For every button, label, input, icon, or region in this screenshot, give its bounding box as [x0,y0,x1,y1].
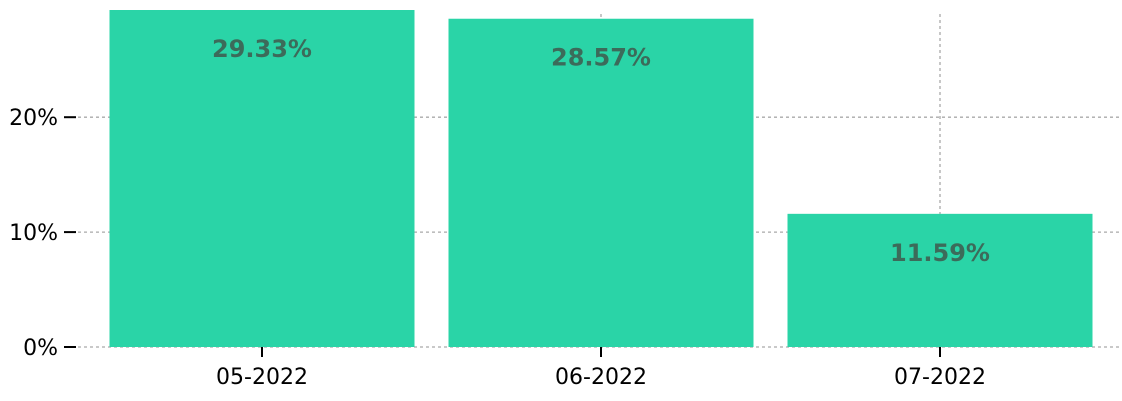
bar [787,213,1093,347]
bar-layer [109,10,1093,347]
data-label: 28.57% [551,44,651,72]
bar [109,10,415,347]
y-tick-label: 10% [9,221,58,246]
x-tick-label: 07-2022 [894,365,986,390]
data-label: 11.59% [890,239,990,267]
bar [448,18,754,347]
axis-layer: 0% 10% 20% 05-2022 06-2022 07-2022 [9,106,986,390]
x-tick-label: 06-2022 [555,365,647,390]
y-tick-label: 0% [23,336,58,361]
y-tick-label: 20% [9,106,58,131]
x-tick-label: 05-2022 [216,365,308,390]
data-label: 29.33% [212,35,312,63]
label-layer: 29.33% 28.57% 11.59% [212,35,990,267]
